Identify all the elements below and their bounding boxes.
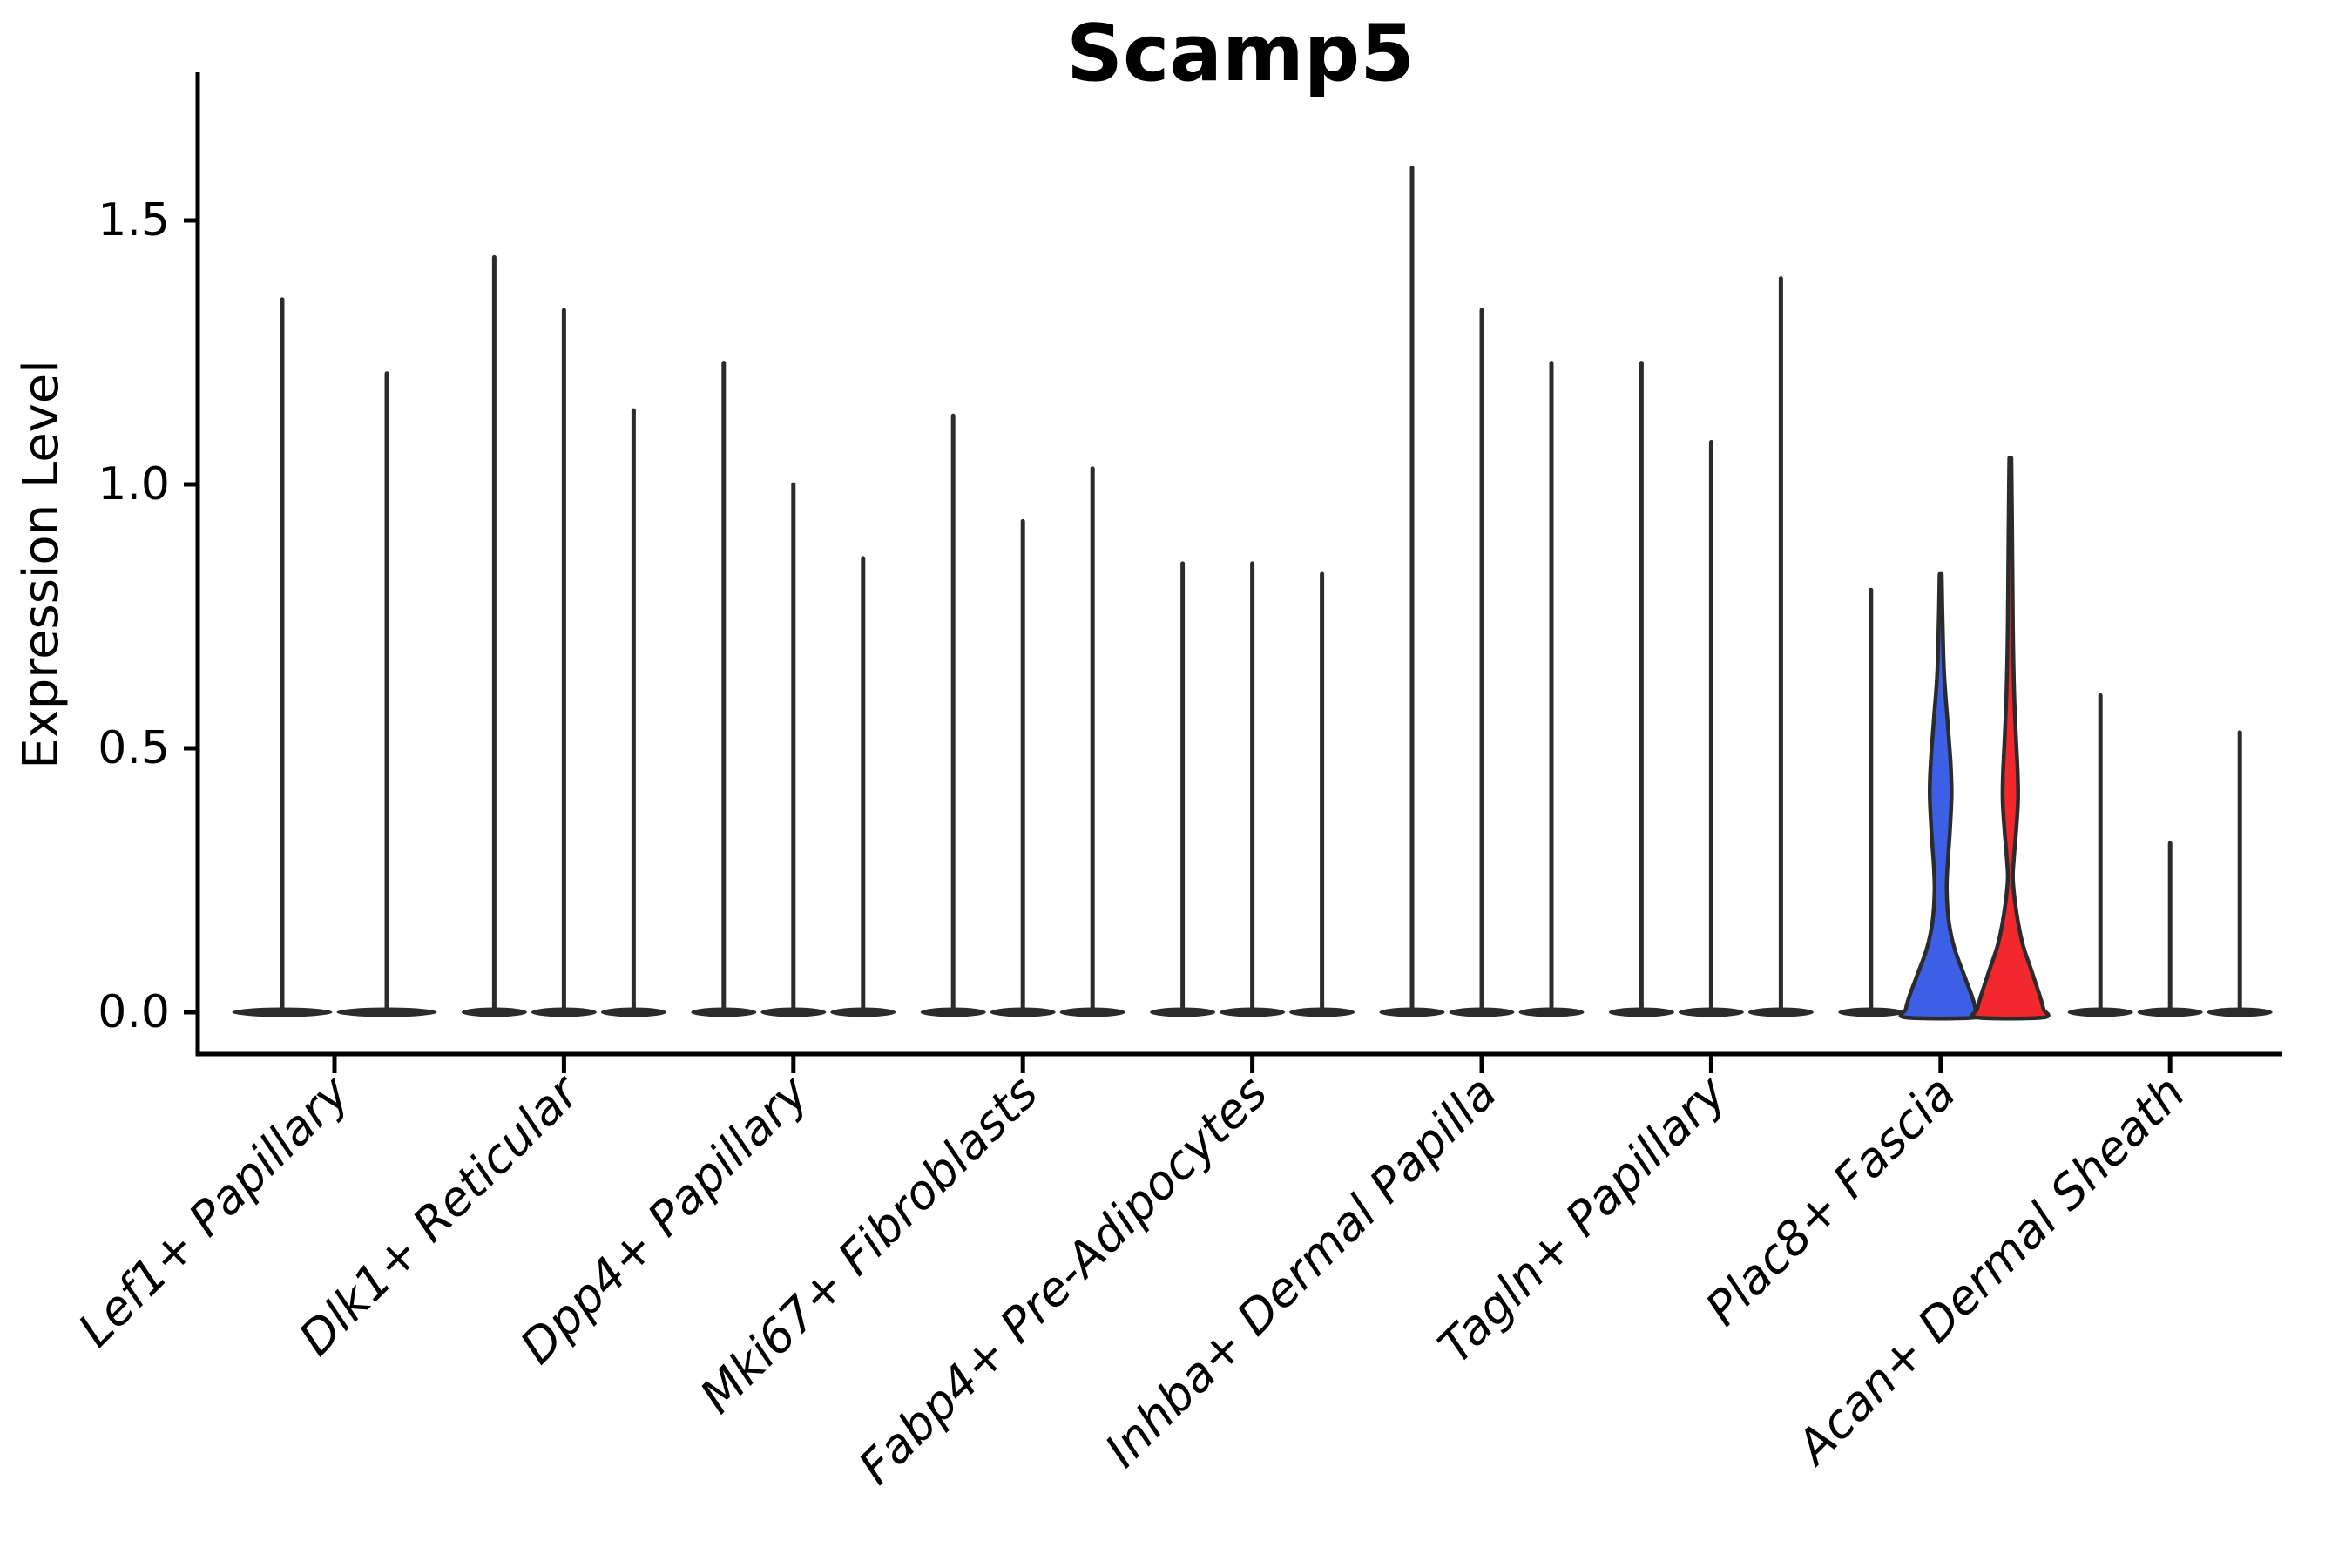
x-tick-label: Acan+ Dermal Sheath bbox=[1784, 1065, 2195, 1477]
violin-group bbox=[1379, 165, 1585, 1017]
y-tick-label: 0.5 bbox=[98, 722, 170, 774]
violin-group bbox=[461, 254, 666, 1017]
violin-filled-red bbox=[1970, 456, 2051, 1021]
violin-group bbox=[1150, 561, 1355, 1017]
violin-group bbox=[2067, 693, 2273, 1017]
violin-group bbox=[1838, 456, 2051, 1021]
chart-title: Scamp5 bbox=[1066, 8, 1415, 99]
violins-layer bbox=[232, 165, 2273, 1021]
violin-filled-blue bbox=[1898, 571, 1984, 1021]
x-tick-label: Inhba+ Dermal Papilla bbox=[1094, 1065, 1507, 1478]
y-axis-label: Expression Level bbox=[13, 360, 70, 769]
y-tick-label: 1.5 bbox=[98, 194, 170, 247]
violin-group bbox=[1608, 276, 1814, 1017]
violin-group bbox=[920, 413, 1125, 1017]
x-tick-label: Fabp4+ Pre-Adipocytes bbox=[848, 1065, 1277, 1495]
y-tick-label: 0.0 bbox=[98, 986, 170, 1038]
violin-group bbox=[232, 297, 437, 1017]
y-tick-label: 1.0 bbox=[98, 458, 170, 510]
violin-group bbox=[691, 361, 896, 1017]
